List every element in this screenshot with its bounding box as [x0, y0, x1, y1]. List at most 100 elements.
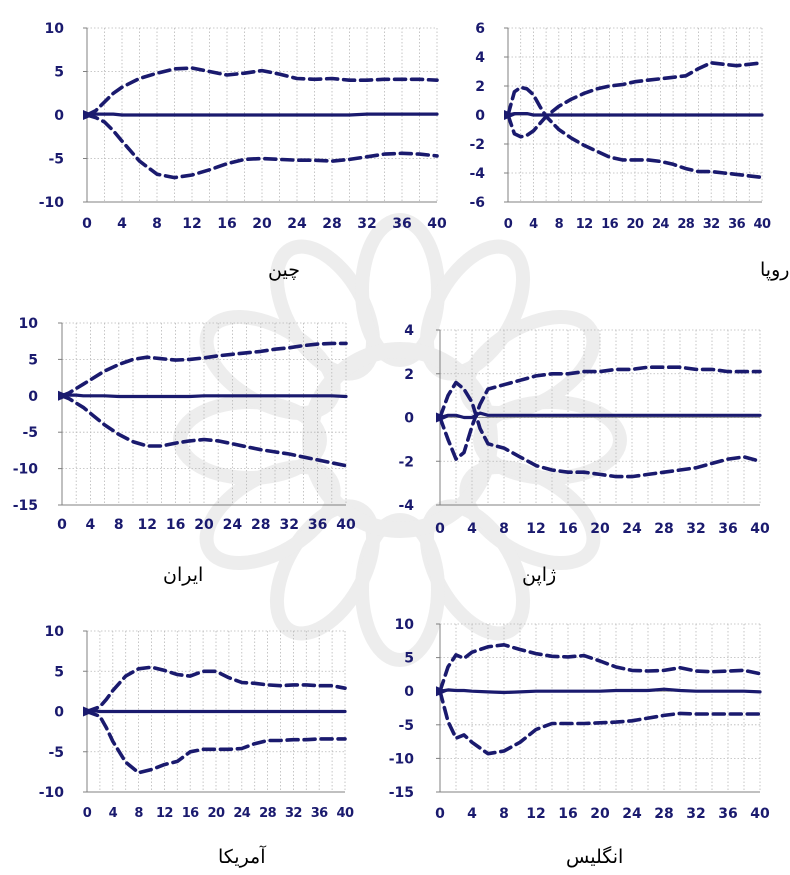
series-lower-band — [506, 60, 764, 139]
series-upper-band — [60, 341, 348, 398]
x-tick-label: 32 — [357, 216, 376, 232]
series-lower-band — [438, 689, 762, 756]
series-upper-band — [506, 85, 764, 180]
x-tick-label: 0 — [435, 521, 445, 537]
y-tick-label: -10 — [39, 195, 65, 211]
watermark-rosette — [173, 213, 627, 667]
x-tick-label: 4 — [109, 806, 118, 821]
y-tick-label: 5 — [54, 65, 64, 81]
x-tick-label: 24 — [233, 806, 250, 821]
y-tick-label: -2 — [469, 137, 485, 153]
x-tick-label: 24 — [652, 217, 669, 232]
y-tick-label: 0 — [404, 411, 414, 427]
series-response — [85, 112, 439, 117]
x-tick-label: 4 — [86, 517, 96, 533]
y-tick-label: 0 — [54, 705, 64, 721]
y-tick-label: 0 — [404, 684, 414, 700]
y-tick-label: 5 — [54, 664, 64, 680]
x-tick-label: 0 — [504, 217, 513, 232]
y-tick-label: 5 — [28, 352, 38, 368]
x-tick-label: 16 — [601, 217, 618, 232]
y-tick-label: 4 — [404, 323, 414, 339]
x-tick-label: 36 — [728, 217, 745, 232]
x-tick-label: 16 — [217, 216, 236, 232]
x-tick-label: 40 — [750, 806, 770, 822]
chart-panel-3: 10 5 0 -5 -10 -15 0 4 8 12 16 20 24 28 32 36 40 ایران — [13, 316, 356, 586]
y-tick-label: 10 — [45, 21, 65, 37]
series-response — [506, 111, 764, 117]
y-tick-label: 2 — [404, 367, 414, 383]
x-tick-label: 16 — [182, 806, 199, 821]
x-tick-label: 28 — [251, 517, 270, 533]
y-tick-label: -4 — [469, 166, 485, 182]
chart-panel-5: 10 5 0 -5 -10 0 4 8 12 16 20 24 28 32 36 40 آمریکا — [39, 624, 355, 868]
x-tick-label: 36 — [308, 517, 327, 533]
y-tick-label: -2 — [398, 454, 414, 470]
x-tick-label: 36 — [718, 521, 737, 537]
x-tick-label: 24 — [223, 517, 243, 533]
series-response — [85, 709, 347, 714]
x-tick-label: 28 — [322, 216, 341, 232]
y-tick-label: -15 — [13, 498, 38, 514]
x-tick-label: 16 — [558, 806, 577, 822]
x-tick-label: 12 — [156, 806, 173, 821]
x-tick-label: 40 — [337, 806, 354, 821]
y-tick-label: 10 — [45, 624, 65, 640]
x-tick-label: 12 — [137, 517, 156, 533]
x-tick-label: 8 — [499, 521, 509, 537]
y-tick-label: -10 — [13, 462, 39, 478]
x-tick-label: 36 — [718, 806, 737, 822]
x-tick-label: 0 — [57, 517, 67, 533]
x-tick-label: 28 — [654, 806, 673, 822]
y-tick-label: -6 — [469, 195, 485, 211]
x-tick-label: 32 — [285, 806, 302, 821]
x-tick-label: 32 — [686, 806, 705, 822]
x-tick-label: 8 — [152, 216, 162, 232]
x-tick-label: 32 — [686, 521, 705, 537]
x-tick-label: 20 — [208, 806, 225, 821]
x-tick-label: 36 — [392, 216, 411, 232]
x-tick-label: 40 — [427, 216, 447, 232]
x-tick-label: 8 — [555, 217, 564, 232]
x-tick-label: 40 — [750, 521, 770, 537]
x-tick-label: 20 — [590, 806, 610, 822]
y-tick-label: -5 — [48, 152, 64, 168]
x-tick-label: 24 — [622, 521, 642, 537]
y-tick-label: -5 — [48, 745, 64, 761]
x-tick-label: 20 — [590, 521, 610, 537]
x-tick-label: 16 — [558, 521, 577, 537]
y-tick-label: 0 — [54, 108, 64, 124]
x-tick-label: 0 — [83, 806, 92, 821]
y-tick-label: -15 — [389, 785, 414, 801]
chart-caption: چین — [268, 259, 300, 281]
y-tick-label: 4 — [475, 50, 485, 66]
y-tick-label: -5 — [22, 425, 38, 441]
y-tick-label: 5 — [404, 651, 414, 667]
x-tick-label: 12 — [576, 217, 593, 232]
y-tick-label: -4 — [398, 498, 414, 514]
origin-marker — [83, 706, 95, 717]
x-tick-label: 8 — [134, 806, 143, 821]
series-upper-band — [85, 66, 439, 117]
x-tick-label: 28 — [259, 806, 276, 821]
y-tick-label: 10 — [395, 617, 415, 633]
y-tick-label: 2 — [475, 79, 485, 95]
chart-caption: ژاپن — [522, 564, 556, 586]
series-lower-band — [60, 393, 348, 468]
origin-marker — [58, 390, 70, 401]
y-tick-label: 0 — [475, 108, 485, 124]
origin-marker — [436, 686, 448, 697]
series-upper-band — [438, 380, 762, 479]
chart-caption: آمریکا — [218, 844, 266, 868]
series-lower-band — [438, 365, 762, 461]
x-tick-label: 32 — [279, 517, 298, 533]
x-tick-label: 28 — [677, 217, 694, 232]
x-tick-label: 12 — [526, 806, 545, 822]
x-tick-label: 12 — [526, 521, 545, 537]
x-tick-label: 24 — [622, 806, 642, 822]
origin-marker — [504, 110, 516, 120]
chart-caption: اتحادیه اروپا — [760, 259, 790, 281]
y-tick-label: 6 — [475, 21, 485, 37]
